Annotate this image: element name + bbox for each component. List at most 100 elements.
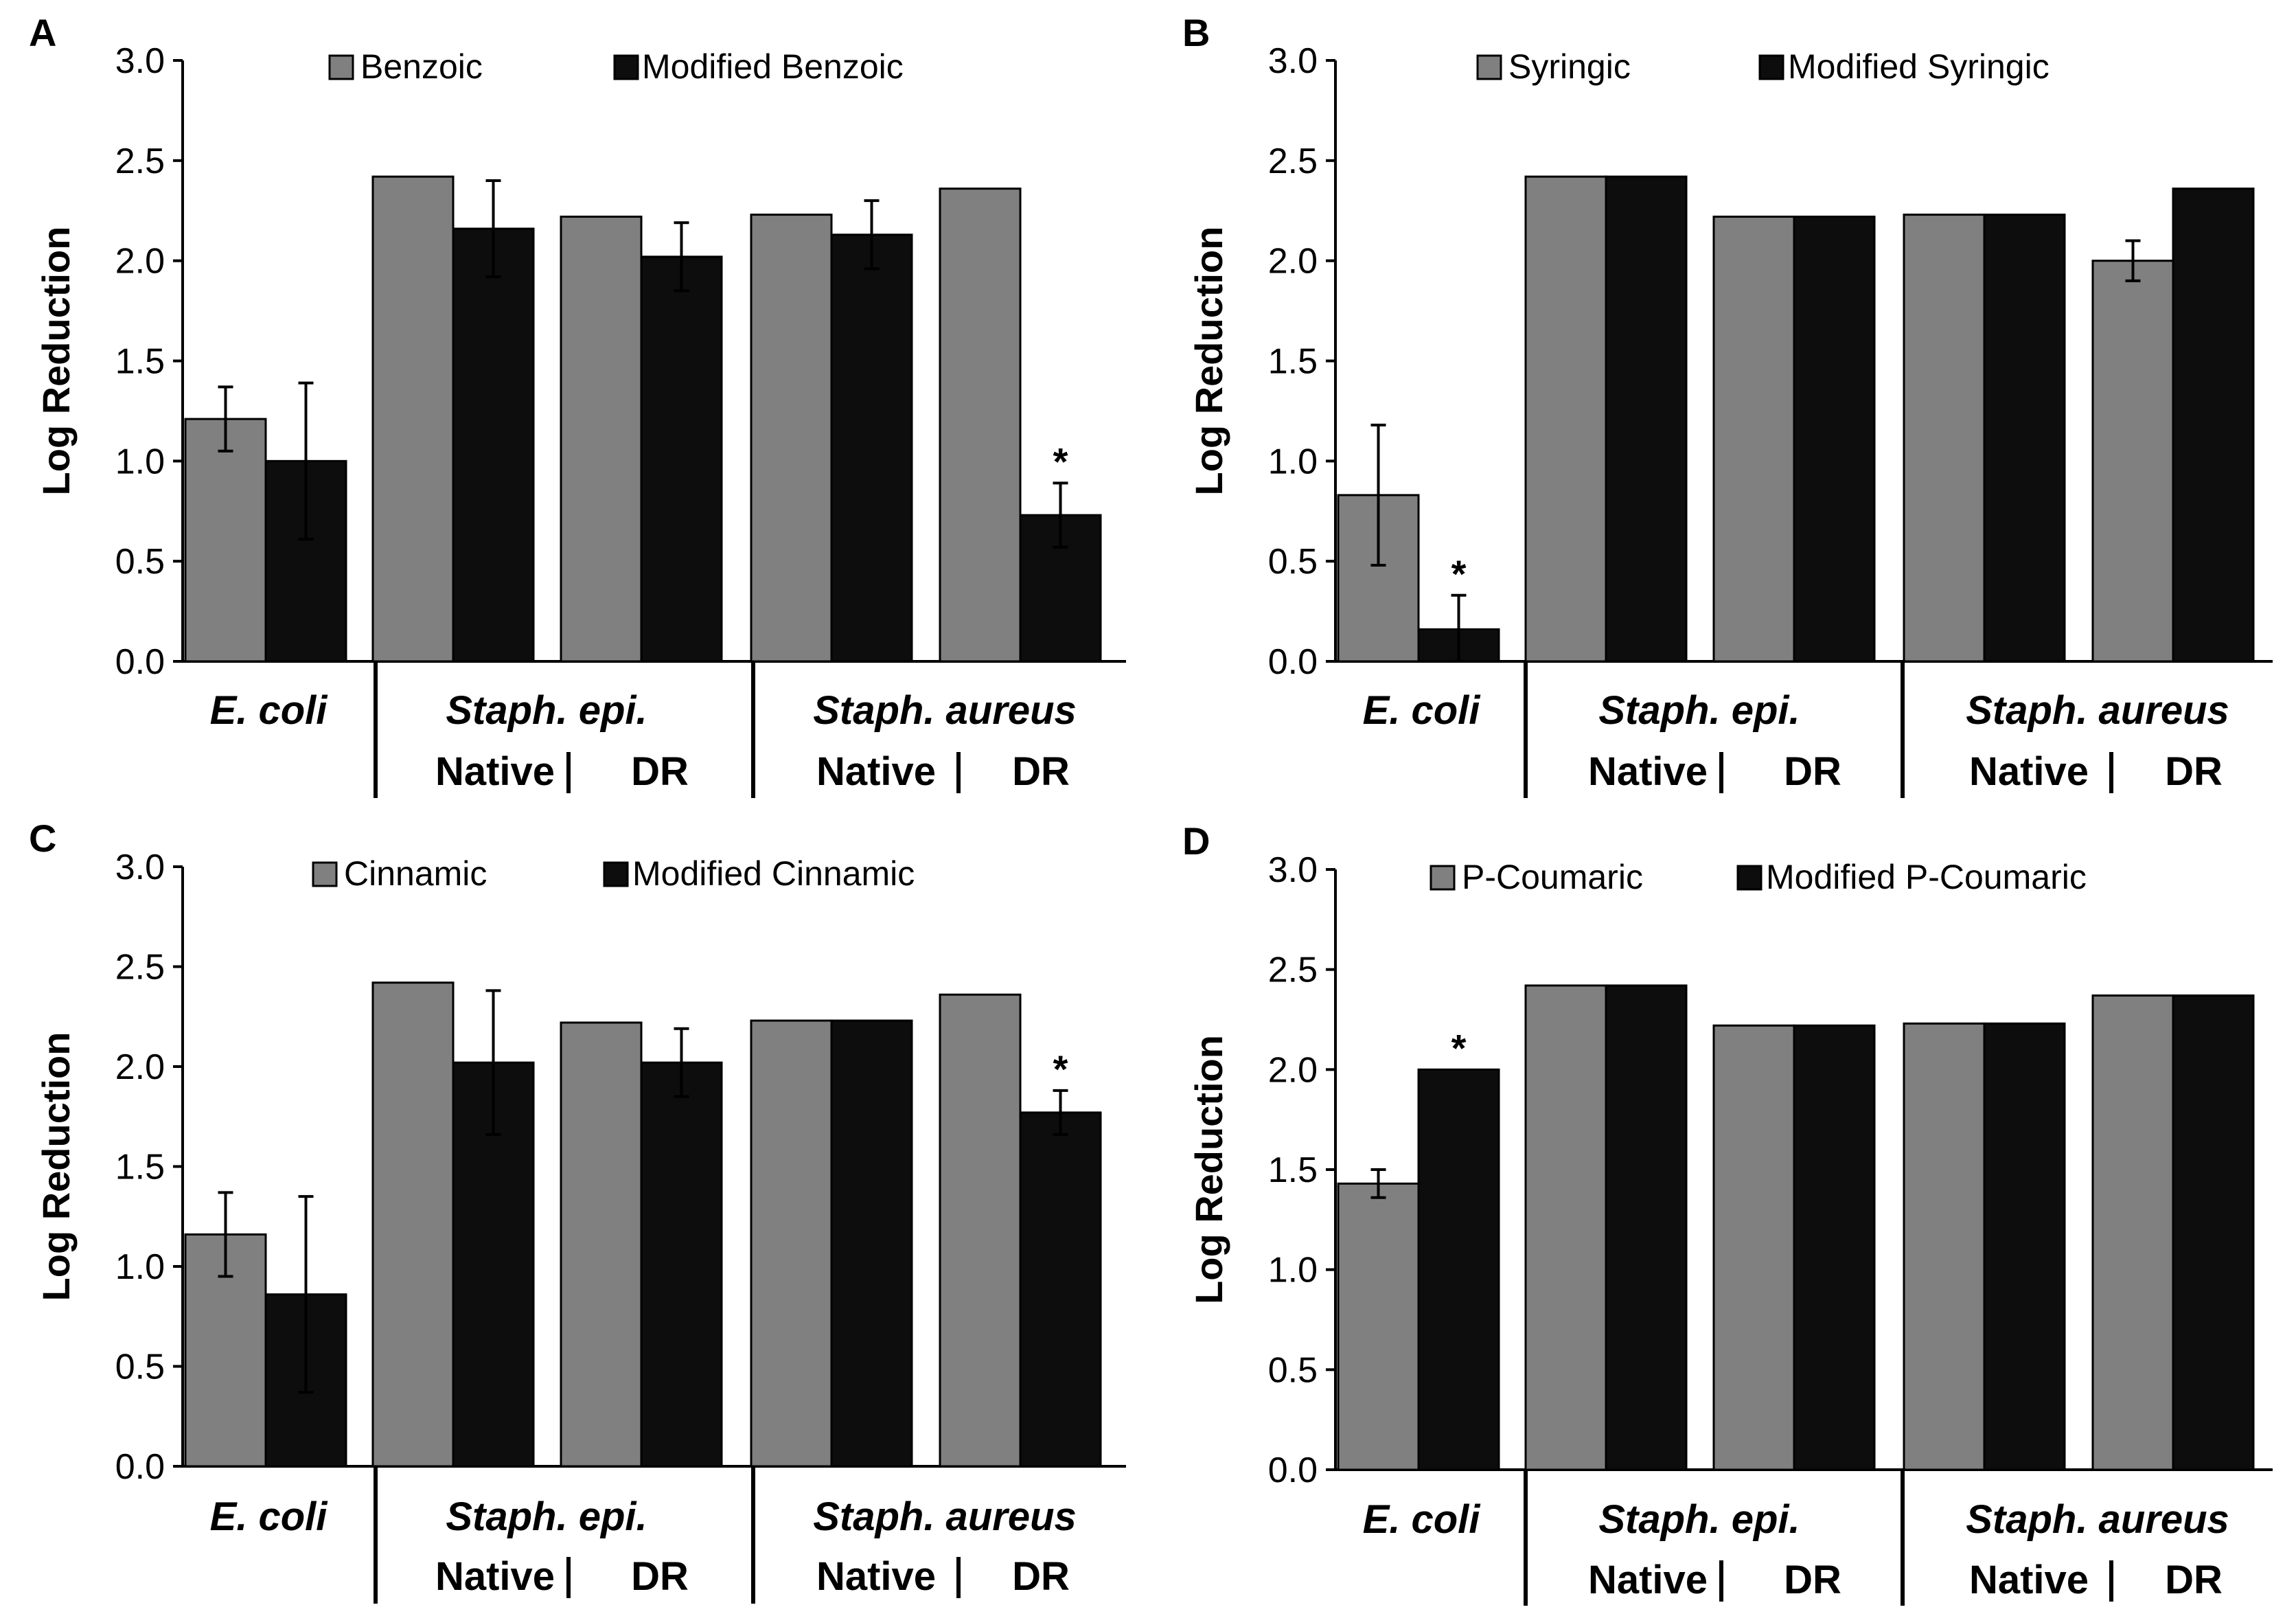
strain-label-dr: DR	[1784, 1558, 1841, 1602]
bar-cinnamic-4	[939, 993, 1022, 1468]
organism-label: E. coli	[1363, 1497, 1482, 1542]
y-tick-label: 1.0	[115, 442, 165, 481]
bar-modified-p-coumaric-1	[1605, 984, 1688, 1471]
panel-d: D 0.0 0.5 1.0 1.5 2.0 2.5 3.0 Log Reduction * P-Co…	[1182, 819, 2273, 1606]
bar-benzoic-3	[750, 214, 833, 663]
legend-swatch-black	[1736, 865, 1763, 891]
strain-label-dr: DR	[1784, 749, 1841, 794]
legend-swatch-gray	[328, 54, 354, 80]
legend-swatch-black	[1758, 54, 1784, 80]
y-tick-label: 0.5	[115, 1347, 165, 1387]
bar-modified-cinnamic-2	[640, 1061, 723, 1468]
panel-letter: B	[1182, 11, 1210, 54]
bar-syringic-1	[1524, 175, 1607, 663]
strain-label-dr: DR	[2165, 749, 2223, 794]
bar-cinnamic-2	[560, 1021, 643, 1468]
y-tick-label: 3.0	[1268, 850, 1318, 890]
bar-benzoic-2	[560, 216, 643, 663]
y-tick-label: 1.5	[1268, 342, 1318, 382]
strain-label-dr: DR	[2165, 1558, 2223, 1602]
strain-label-dr: DR	[1012, 749, 1070, 794]
bar-p-coumaric-2	[1712, 1024, 1795, 1471]
bar-benzoic-1	[371, 175, 455, 663]
strain-label-native: Native	[1588, 749, 1708, 794]
organism-label: Staph. aureus	[1966, 688, 2229, 733]
strain-label-native: Native	[1588, 1558, 1708, 1602]
bar-cinnamic-3	[750, 1019, 833, 1468]
bar-p-coumaric-4	[2091, 994, 2174, 1471]
legend-label: Modified Cinnamic	[632, 854, 915, 893]
y-tick-label: 2.5	[1268, 951, 1318, 990]
legend-label: Cinnamic	[344, 854, 487, 893]
y-tick-label: 2.0	[115, 1047, 165, 1087]
y-tick-label: 2.5	[115, 141, 165, 181]
strain-label-native: Native	[1969, 749, 2089, 794]
legend-label: Modified Benzoic	[642, 47, 904, 86]
bar-modified-p-coumaric-3	[1983, 1022, 2066, 1471]
bar-modified-syringic-4	[2172, 187, 2255, 663]
significance-asterisk: *	[1451, 552, 1467, 595]
y-tick-label: 0.0	[115, 1447, 165, 1487]
organism-label: Staph. epi.	[1598, 688, 1800, 733]
bar-modified-syringic-1	[1605, 175, 1688, 663]
strain-label-native: Native	[816, 749, 936, 794]
bar-benzoic-0	[184, 418, 267, 663]
strain-label-native: Native	[816, 1554, 936, 1599]
y-tick-label: 2.5	[1268, 141, 1318, 181]
bar-syringic-2	[1712, 216, 1795, 663]
bar-syringic-4	[2091, 260, 2174, 663]
panel-letter: D	[1182, 819, 1210, 863]
y-axis-title: Log Reduction	[34, 1032, 78, 1301]
legend-swatch-black	[603, 861, 629, 887]
significance-asterisk: *	[1451, 1026, 1467, 1069]
strain-label-native: Native	[435, 749, 555, 794]
organism-label: E. coli	[210, 688, 329, 733]
panel-letter: C	[29, 817, 56, 860]
bar-modified-cinnamic-3	[830, 1019, 913, 1468]
y-tick-label: 1.0	[1268, 442, 1318, 481]
strain-label-dr: DR	[631, 749, 689, 794]
legend-label: Syringic	[1508, 47, 1631, 86]
y-tick-label: 3.0	[1268, 41, 1318, 81]
y-tick-label: 0.5	[1268, 542, 1318, 582]
bar-p-coumaric-0	[1337, 1182, 1420, 1471]
strain-label-dr: DR	[1012, 1554, 1070, 1599]
y-tick-label: 0.5	[115, 542, 165, 582]
significance-asterisk: *	[1053, 440, 1068, 483]
bar-syringic-3	[1903, 214, 1986, 663]
y-tick-label: 1.5	[115, 342, 165, 382]
bar-modified-syringic-3	[1983, 214, 2066, 663]
y-tick-label: 3.0	[115, 847, 165, 887]
organism-label: Staph. aureus	[813, 1494, 1077, 1539]
bar-cinnamic-1	[371, 981, 455, 1468]
y-tick-label: 1.0	[1268, 1251, 1318, 1290]
y-axis-title: Log Reduction	[34, 227, 78, 496]
bar-modified-benzoic-1	[452, 227, 535, 663]
y-tick-label: 0.0	[1268, 642, 1318, 682]
bar-p-coumaric-3	[1903, 1022, 1986, 1471]
legend-swatch-gray	[1476, 54, 1502, 80]
y-tick-label: 0.0	[115, 642, 165, 682]
legend-swatch-gray	[1430, 865, 1456, 891]
organism-label: Staph. epi.	[446, 688, 647, 733]
bar-modified-p-coumaric-2	[1793, 1024, 1876, 1471]
panel-letter: A	[29, 11, 56, 54]
bar-modified-cinnamic-4	[1019, 1111, 1102, 1468]
legend-label: Modified Syringic	[1788, 47, 2050, 86]
organism-label: Staph. epi.	[446, 1494, 647, 1539]
y-axis-title: Log Reduction	[1187, 1035, 1230, 1304]
y-tick-label: 1.5	[115, 1148, 165, 1187]
strain-label-native: Native	[435, 1554, 555, 1599]
panel-a: A 0.0 0.5 1.0 1.5 2.0 2.5 3.0 Log Reduction * Benz…	[29, 11, 1126, 798]
y-tick-label: 1.5	[1268, 1150, 1318, 1190]
panel-c: C 0.0 0.5 1.0 1.5 2.0 2.5 3.0 Log Reduction * Cinn…	[29, 817, 1126, 1604]
bar-modified-syringic-2	[1793, 216, 1876, 663]
bar-benzoic-4	[939, 187, 1022, 663]
strain-label-dr: DR	[631, 1554, 689, 1599]
legend-swatch-gray	[312, 861, 338, 887]
panel-b: B 0.0 0.5 1.0 1.5 2.0 2.5 3.0 Log Reduction * Syri…	[1182, 11, 2273, 798]
y-tick-label: 3.0	[115, 41, 165, 81]
y-tick-label: 2.0	[1268, 242, 1318, 282]
legend-label: P-Coumaric	[1462, 858, 1643, 896]
